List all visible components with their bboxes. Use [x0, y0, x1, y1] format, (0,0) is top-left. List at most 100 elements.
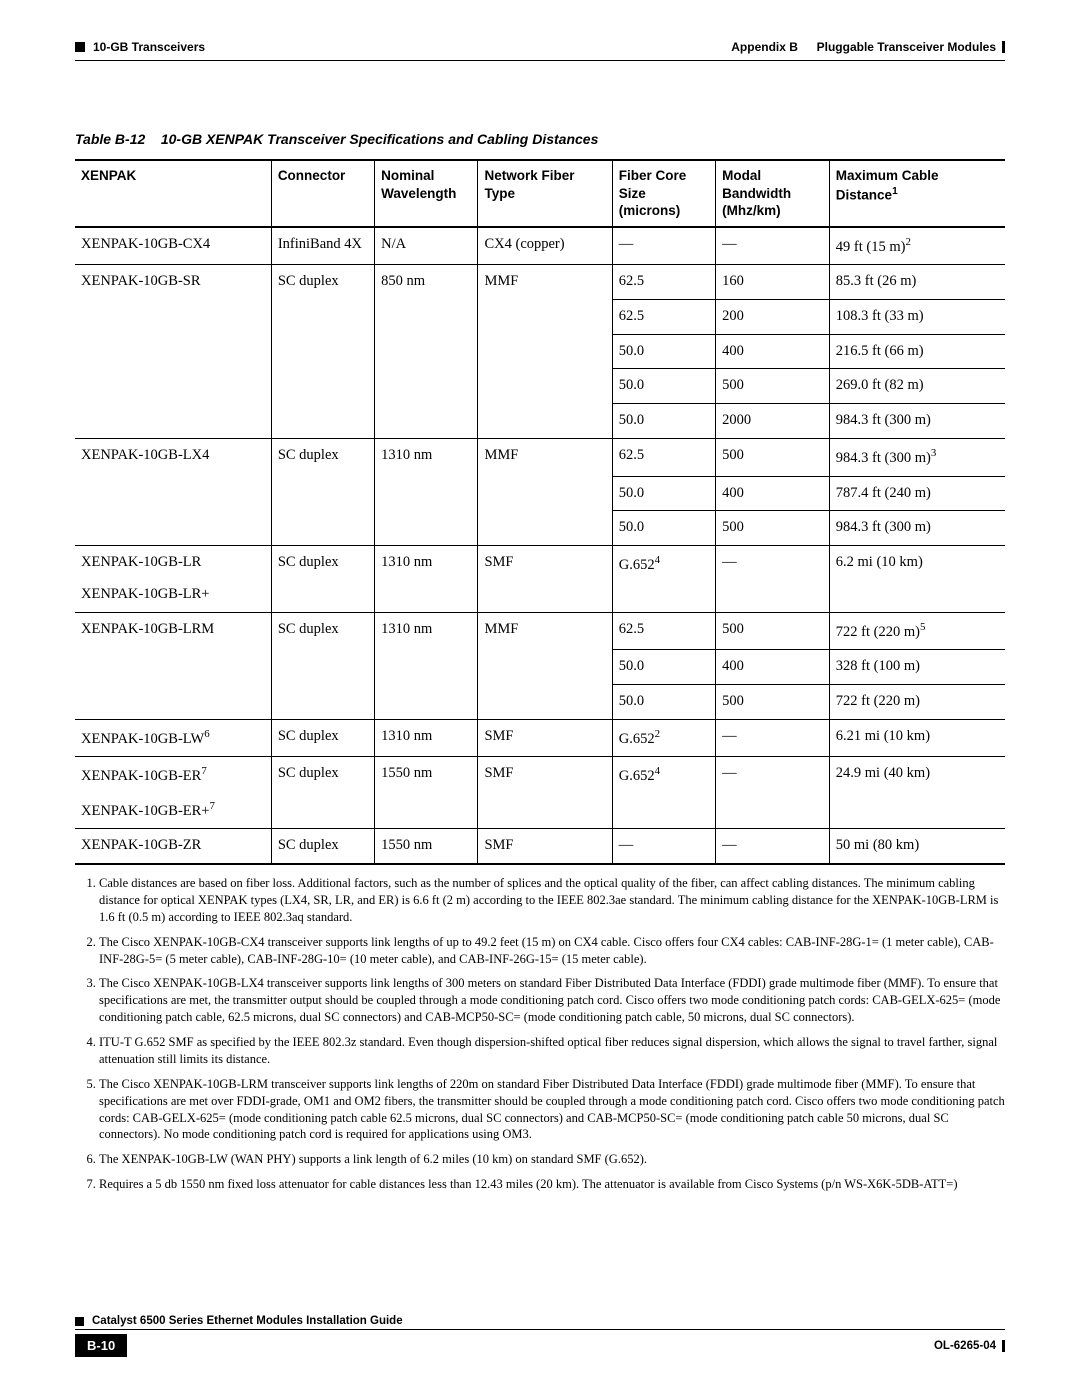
cell-distance: 50 mi (80 km)	[829, 829, 1005, 864]
col-connector: Connector	[271, 160, 374, 227]
cell-bandwidth: 500	[716, 511, 830, 546]
cell-wavelength: 1310 nm	[375, 546, 478, 613]
cell-bandwidth: 160	[716, 265, 830, 300]
cell-connector: SC duplex	[271, 546, 374, 613]
cell-fiber-type: SMF	[478, 829, 612, 864]
cell-bandwidth: 400	[716, 650, 830, 685]
footnotes: Cable distances are based on fiber loss.…	[75, 875, 1005, 1193]
header-section-text: 10-GB Transceivers	[93, 40, 205, 54]
footnote-6: The XENPAK-10GB-LW (WAN PHY) supports a …	[99, 1151, 1005, 1168]
table-caption-text: 10-GB XENPAK Transceiver Specifications …	[161, 131, 599, 147]
cell-bandwidth: 2000	[716, 404, 830, 439]
cell-bandwidth: —	[716, 546, 830, 613]
footnote-7: Requires a 5 db 1550 nm fixed loss atten…	[99, 1176, 1005, 1193]
cell-wavelength: 850 nm	[375, 265, 478, 439]
footnote-2: The Cisco XENPAK-10GB-CX4 transceiver su…	[99, 934, 1005, 968]
cell-distance: 984.3 ft (300 m)	[829, 511, 1005, 546]
footnote-5: The Cisco XENPAK-10GB-LRM transceiver su…	[99, 1076, 1005, 1144]
cell-wavelength: 1310 nm	[375, 438, 478, 545]
cell-distance: 787.4 ft (240 m)	[829, 476, 1005, 511]
cell-distance: 269.0 ft (82 m)	[829, 369, 1005, 404]
header-bar-icon	[1002, 41, 1005, 53]
header-section: 10-GB Transceivers	[75, 40, 205, 54]
cell-core-size: —	[612, 227, 715, 265]
cell-core-size: 50.0	[612, 404, 715, 439]
cell-core-size: G.6524	[612, 546, 715, 613]
cell-xenpak: XENPAK-10GB-LW6	[75, 719, 271, 757]
row-lrm: XENPAK-10GB-LRM SC duplex 1310 nm MMF 62…	[75, 612, 1005, 650]
cell-core-size: 62.5	[612, 265, 715, 300]
cell-distance: 984.3 ft (300 m)3	[829, 438, 1005, 476]
cell-core-size: G.6522	[612, 719, 715, 757]
footer-doc-id: OL-6265-04	[934, 1340, 996, 1352]
cell-wavelength: 1310 nm	[375, 719, 478, 757]
cell-wavelength: N/A	[375, 227, 478, 265]
cell-core-size: 50.0	[612, 684, 715, 719]
cell-distance: 722 ft (220 m)5	[829, 612, 1005, 650]
footer-bar-icon	[1002, 1340, 1005, 1352]
cell-core-size: 50.0	[612, 511, 715, 546]
footnote-3: The Cisco XENPAK-10GB-LX4 transceiver su…	[99, 975, 1005, 1026]
cell-fiber-type: MMF	[478, 438, 612, 545]
row-zr: XENPAK-10GB-ZR SC duplex 1550 nm SMF — —…	[75, 829, 1005, 864]
footer-square-icon	[75, 1317, 84, 1326]
cell-xenpak: XENPAK-10GB-ER7 XENPAK-10GB-ER+7	[75, 757, 271, 829]
cell-core-size: 62.5	[612, 612, 715, 650]
cell-fiber-type: MMF	[478, 612, 612, 719]
cell-xenpak: XENPAK-10GB-SR	[75, 265, 271, 439]
col-xenpak: XENPAK	[75, 160, 271, 227]
col-fiber-type: Network Fiber Type	[478, 160, 612, 227]
running-header: 10-GB Transceivers Appendix B Pluggable …	[75, 40, 1005, 54]
cell-fiber-type: SMF	[478, 719, 612, 757]
header-appendix: Appendix B Pluggable Transceiver Modules	[731, 40, 1005, 54]
cell-bandwidth: —	[716, 227, 830, 265]
cell-bandwidth: —	[716, 757, 830, 829]
cell-fiber-type: SMF	[478, 757, 612, 829]
cell-bandwidth: 500	[716, 684, 830, 719]
header-appendix-num: Appendix B	[731, 40, 798, 54]
table-caption-prefix: Table B-12	[75, 131, 145, 147]
cell-fiber-type: MMF	[478, 265, 612, 439]
cell-xenpak: XENPAK-10GB-LX4	[75, 438, 271, 545]
cell-wavelength: 1310 nm	[375, 612, 478, 719]
row-er: XENPAK-10GB-ER7 XENPAK-10GB-ER+7 SC dupl…	[75, 757, 1005, 829]
row-lw: XENPAK-10GB-LW6 SC duplex 1310 nm SMF G.…	[75, 719, 1005, 757]
page-footer: Catalyst 6500 Series Ethernet Modules In…	[75, 1315, 1005, 1357]
cell-fiber-type: CX4 (copper)	[478, 227, 612, 265]
footnote-4: ITU-T G.652 SMF as specified by the IEEE…	[99, 1034, 1005, 1068]
col-wavelength: Nominal Wavelength	[375, 160, 478, 227]
cell-xenpak: XENPAK-10GB-LR XENPAK-10GB-LR+	[75, 546, 271, 613]
spec-table: XENPAK Connector Nominal Wavelength Netw…	[75, 159, 1005, 865]
cell-core-size: 50.0	[612, 334, 715, 369]
row-lx4: XENPAK-10GB-LX4 SC duplex 1310 nm MMF 62…	[75, 438, 1005, 476]
footnote-1: Cable distances are based on fiber loss.…	[99, 875, 1005, 926]
cell-distance: 722 ft (220 m)	[829, 684, 1005, 719]
cell-distance: 984.3 ft (300 m)	[829, 404, 1005, 439]
cell-distance: 216.5 ft (66 m)	[829, 334, 1005, 369]
cell-bandwidth: 400	[716, 476, 830, 511]
cell-core-size: 50.0	[612, 369, 715, 404]
cell-core-size: G.6524	[612, 757, 715, 829]
cell-connector: InfiniBand 4X	[271, 227, 374, 265]
row-cx4: XENPAK-10GB-CX4 InfiniBand 4X N/A CX4 (c…	[75, 227, 1005, 265]
col-core-size: Fiber Core Size (microns)	[612, 160, 715, 227]
cell-distance: 328 ft (100 m)	[829, 650, 1005, 685]
cell-wavelength: 1550 nm	[375, 829, 478, 864]
cell-bandwidth: 200	[716, 299, 830, 334]
cell-bandwidth: 400	[716, 334, 830, 369]
cell-fiber-type: SMF	[478, 546, 612, 613]
header-square-icon	[75, 42, 85, 52]
header-appendix-title: Pluggable Transceiver Modules	[817, 40, 996, 54]
cell-bandwidth: 500	[716, 369, 830, 404]
row-lr: XENPAK-10GB-LR XENPAK-10GB-LR+ SC duplex…	[75, 546, 1005, 613]
cell-connector: SC duplex	[271, 719, 374, 757]
cell-xenpak: XENPAK-10GB-ZR	[75, 829, 271, 864]
cell-xenpak: XENPAK-10GB-CX4	[75, 227, 271, 265]
table-caption: Table B-12 10-GB XENPAK Transceiver Spec…	[75, 131, 1005, 147]
header-rule	[75, 60, 1005, 61]
cell-connector: SC duplex	[271, 438, 374, 545]
cell-bandwidth: 500	[716, 438, 830, 476]
cell-core-size: 50.0	[612, 476, 715, 511]
cell-connector: SC duplex	[271, 829, 374, 864]
footer-doc-id-wrap: OL-6265-04	[934, 1340, 1005, 1352]
